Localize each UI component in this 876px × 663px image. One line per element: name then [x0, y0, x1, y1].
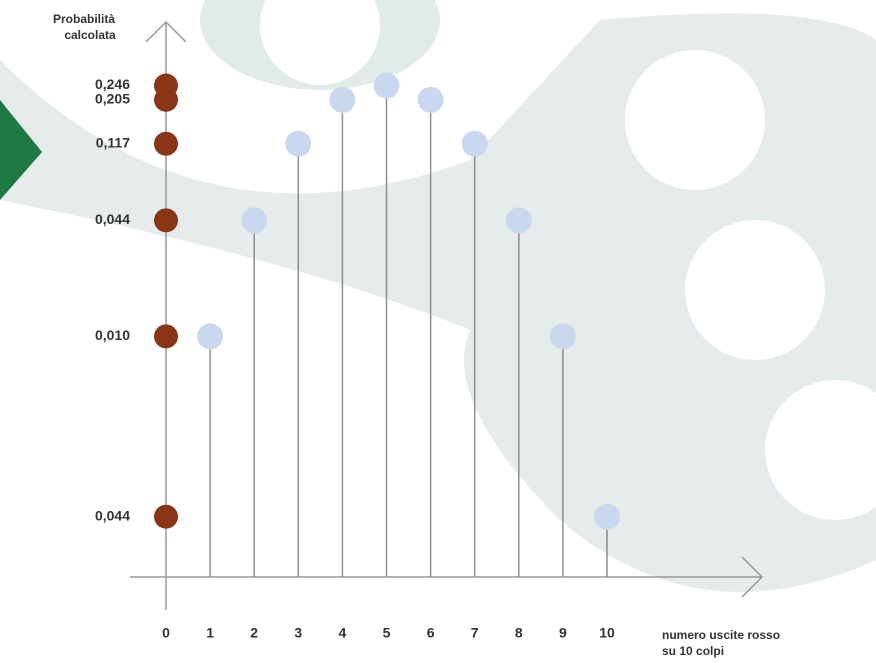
x-tick-label: 4 [339, 625, 347, 641]
annotation-dot [154, 505, 178, 529]
y-tick-dot [154, 324, 178, 348]
x-tick-label: 5 [383, 625, 391, 641]
point [197, 323, 223, 349]
point [550, 323, 576, 349]
point [241, 207, 267, 233]
point [418, 87, 444, 113]
x-tick-label: 8 [515, 625, 523, 641]
point [594, 504, 620, 530]
annotation: 0,044 [95, 507, 130, 523]
y-tick-dot [154, 208, 178, 232]
point [285, 131, 311, 157]
point [506, 207, 532, 233]
x-axis-title: numero uscite rosso [662, 628, 780, 642]
y-tick-label: 0,010 [95, 327, 130, 343]
x-tick-label: 6 [427, 625, 435, 641]
x-tick-label: 1 [206, 625, 214, 641]
y-axis-title: calcolata [64, 28, 116, 42]
x-tick-label: 3 [294, 625, 302, 641]
point [374, 73, 400, 99]
y-tick-dot [154, 132, 178, 156]
page: Probabilità calcolata numero uscite ross… [0, 0, 876, 663]
y-tick-label: 0,044 [95, 211, 130, 227]
x-axis-title: su 10 colpi [662, 644, 724, 658]
y-tick-dot [154, 88, 178, 112]
x-tick-label: 7 [471, 625, 479, 641]
y-tick-label: 0,205 [95, 91, 130, 107]
x-tick-label: 2 [250, 625, 258, 641]
point [462, 131, 488, 157]
y-tick-label: 0,117 [96, 134, 130, 150]
point [329, 87, 355, 113]
x-tick-label: 0 [162, 625, 170, 641]
x-tick-label: 10 [599, 625, 615, 641]
x-tick-label: 9 [559, 625, 567, 641]
y-axis-title: Probabilità [53, 12, 115, 26]
chart: Probabilità calcolata numero uscite ross… [0, 0, 876, 663]
